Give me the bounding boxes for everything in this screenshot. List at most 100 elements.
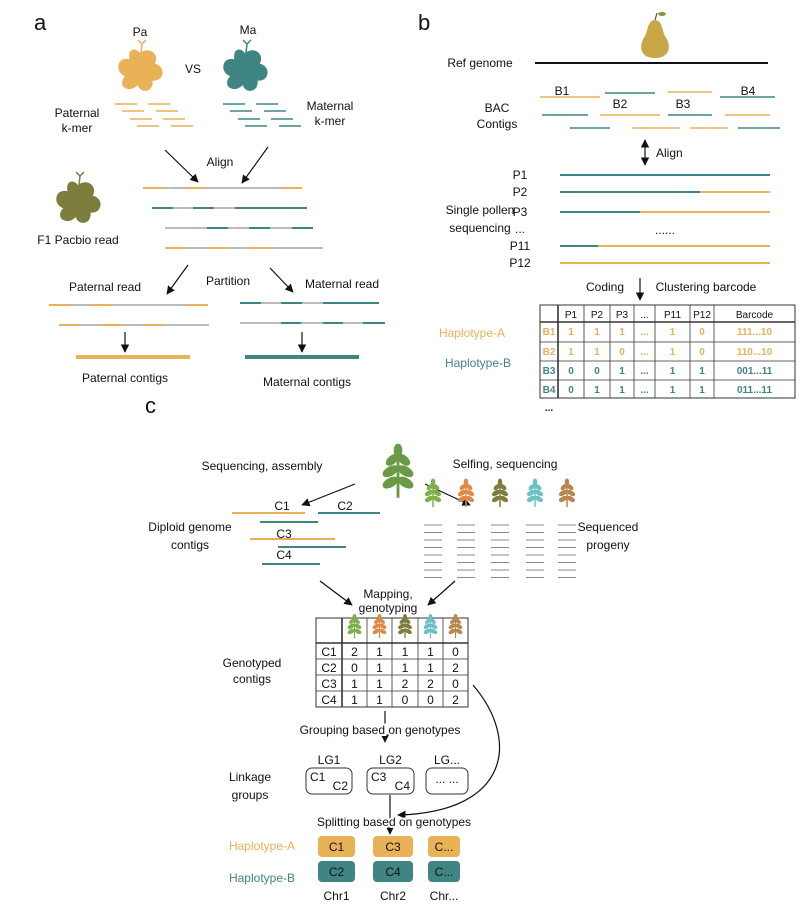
- maternal-contig-bar: [245, 355, 359, 359]
- vs-label: VS: [185, 62, 201, 76]
- genotype-row-contig: C3: [321, 677, 337, 691]
- table-cell: 1: [619, 385, 625, 396]
- table-header: P3: [616, 310, 629, 321]
- table-cell: 1: [699, 385, 705, 396]
- progeny-label-1: Sequenced: [578, 520, 639, 534]
- partition-label: Partition: [206, 274, 250, 288]
- chr-label: Chr1: [323, 889, 349, 903]
- table-cell: 0: [594, 366, 600, 377]
- pollen-label: P12: [509, 256, 531, 270]
- maternal-kmer-label-1: Maternal: [307, 99, 354, 113]
- table-cell: 1: [568, 327, 574, 338]
- table-cell: 1: [670, 385, 676, 396]
- table-cell: 1: [594, 385, 600, 396]
- genotype-cell: 1: [351, 677, 358, 691]
- genotype-cell: 0: [427, 693, 434, 707]
- table-cell: 011...11: [737, 385, 772, 396]
- lg-name: LG...: [434, 753, 460, 767]
- pollen-reads: P1 P2 P3... P11 P12: [509, 168, 770, 270]
- table-cell: 0: [568, 385, 574, 396]
- genotype-cell: 1: [376, 677, 383, 691]
- genotype-cell: 2: [452, 661, 459, 675]
- chr-label: Chr...: [430, 889, 459, 903]
- table-cell: 0: [619, 347, 625, 358]
- paternal-kmer-label-1: Paternal: [55, 106, 100, 120]
- pollen-label: P1: [513, 168, 528, 182]
- progeny-plant-icon: [525, 478, 545, 508]
- ref-genome-label: Ref genome: [447, 56, 513, 70]
- single-pollen-label-2: sequencing: [449, 221, 510, 235]
- chromosome-haplotypes: C1 C2 Chr1 C3 C4 Chr2 C... C... Chr...: [318, 836, 460, 903]
- genotype-cell: 0: [452, 645, 459, 659]
- table-cell: 1: [594, 327, 600, 338]
- mapping-label-2: genotyping: [359, 601, 418, 615]
- contig-label: C4: [276, 548, 292, 562]
- linkage-group-box: [305, 767, 353, 795]
- table-cell: 1: [568, 347, 574, 358]
- genotype-cell: 2: [452, 693, 459, 707]
- genotype-cell: 0: [452, 677, 459, 691]
- b2-label: B2: [613, 97, 628, 111]
- genotype-cell: 1: [376, 645, 383, 659]
- paternal-contig-bar: [76, 355, 190, 359]
- genotype-cell: 1: [351, 693, 358, 707]
- table-header: P12: [693, 310, 711, 321]
- table-cell: 1: [670, 327, 676, 338]
- lg-name: LG2: [379, 753, 402, 767]
- genotype-cell: 2: [402, 677, 409, 691]
- contig-label: C3: [276, 527, 292, 541]
- genotype-table: C1 2 1 1 1 0 C2 0 1 1 1 2 C3 1 1 2 2 0 C4 1 1 0 0 2: [315, 613, 469, 708]
- table-cell: B3: [543, 366, 556, 377]
- kmer-fragments: [115, 103, 301, 127]
- table-cell: 110...10: [737, 347, 773, 358]
- seq-assembly-label: Sequencing, assembly: [202, 459, 323, 473]
- lg-name: LG1: [318, 753, 341, 767]
- genotype-cell: 0: [402, 693, 409, 707]
- clustering-label: Clustering barcode: [656, 280, 757, 294]
- table-cell: 1: [670, 366, 676, 377]
- maternal-contigs-label: Maternal contigs: [263, 375, 351, 389]
- diploid-contigs: C1 C2 C3 C4: [232, 499, 380, 565]
- haplotype-a-label-b: Haplotype-A: [439, 326, 505, 340]
- genotype-cell: 1: [402, 645, 409, 659]
- ma-label: Ma: [240, 23, 257, 37]
- bac-label-1: BAC: [485, 101, 510, 115]
- panel-a: a Pa Ma VS Paternal k-mer Maternal k-mer…: [34, 10, 385, 389]
- table-cell: 0: [699, 327, 705, 338]
- linkage-label-2: groups: [232, 788, 269, 802]
- table-cell: B2: [543, 347, 556, 358]
- genotype-row-contig: C1: [321, 645, 337, 659]
- table-cell: ...: [545, 403, 554, 414]
- panel-b: b Ref genome BAC Contigs B1 B2 B3 B4 Ali…: [418, 10, 796, 414]
- haplotype-a-contig: C1: [329, 840, 345, 854]
- bac-label-2: Contigs: [477, 117, 518, 131]
- haplotype-a-box: [318, 836, 355, 857]
- table-cell: 1: [670, 347, 676, 358]
- b1-label: B1: [555, 84, 570, 98]
- table-cell: ...: [640, 366, 649, 377]
- haplotype-a-box: [428, 836, 460, 857]
- genotype-cell: 1: [427, 661, 434, 675]
- genotype-cell: 1: [427, 645, 434, 659]
- genotype-cell: 1: [376, 693, 383, 707]
- paternal-kmer-label-2: k-mer: [62, 121, 93, 135]
- contig-label: C1: [274, 499, 290, 513]
- maternal-flower-icon: [223, 39, 268, 92]
- contig-label: C2: [337, 499, 353, 513]
- genotyped-label-2: contigs: [233, 672, 271, 686]
- align-label-b: Align: [656, 146, 683, 160]
- progeny-plants: [423, 478, 577, 578]
- plant-icon: [380, 443, 416, 500]
- genotyped-label-1: Genotyped: [223, 656, 282, 670]
- haplotype-b-label-c: Haplotype-B: [229, 871, 295, 885]
- bac-contigs: [540, 91, 780, 129]
- table-cell: ...: [640, 347, 649, 358]
- progeny-label-2: progeny: [586, 538, 629, 552]
- progeny-plant-icon: [490, 478, 510, 508]
- genotype-cell: 0: [351, 661, 358, 675]
- haplotype-b-label-b: Haplotype-B: [445, 356, 511, 370]
- table-header: P2: [591, 310, 604, 321]
- maternal-read-label: Maternal read: [305, 277, 379, 291]
- linkage-groups: LG1 C1 C2 LG2 C3 C4 LG... ... ...: [305, 753, 469, 795]
